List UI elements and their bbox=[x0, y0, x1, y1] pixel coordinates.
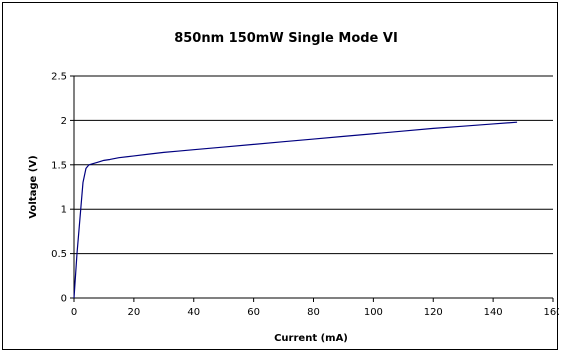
x-tick-label: 40 bbox=[187, 307, 200, 318]
y-tick-label: 0.5 bbox=[51, 249, 67, 260]
x-tick-label: 60 bbox=[247, 307, 260, 318]
y-axis-title: Voltage (V) bbox=[28, 155, 39, 218]
ticks-layer: 0 0.5 1 1.5 2 2.5 0 20 40 60 80 100 120 140 160 bbox=[51, 72, 559, 319]
x-tick-label: 20 bbox=[128, 307, 141, 318]
x-tick-label: 140 bbox=[484, 307, 503, 318]
series-layer bbox=[73, 121, 518, 299]
x-tick-label: 100 bbox=[364, 307, 383, 318]
x-tick-label: 0 bbox=[71, 307, 77, 318]
y-tick-label: 1.5 bbox=[51, 160, 67, 171]
y-tick-label: 0 bbox=[61, 294, 67, 305]
plot-area bbox=[74, 76, 553, 298]
x-tick-label: 160 bbox=[543, 307, 559, 318]
x-tick-label: 80 bbox=[307, 307, 320, 318]
chart-title: 850nm 150mW Single Mode VI bbox=[174, 31, 398, 46]
y-tick-label: 1 bbox=[61, 205, 67, 216]
series-line bbox=[73, 121, 518, 299]
grid-layer bbox=[74, 75, 553, 255]
y-tick-label: 2 bbox=[61, 116, 67, 127]
chart-frame: 850nm 150mW Single Mode VI 0 0.5 1 1.5 2 2.5 0… bbox=[2, 2, 559, 350]
axes-layer bbox=[73, 76, 553, 299]
x-axis-title: Current (mA) bbox=[274, 333, 348, 344]
y-tick-label: 2.5 bbox=[51, 72, 67, 83]
chart-svg: 850nm 150mW Single Mode VI 00.511.522.50… bbox=[28, 31, 559, 344]
x-tick-label: 120 bbox=[424, 307, 443, 318]
